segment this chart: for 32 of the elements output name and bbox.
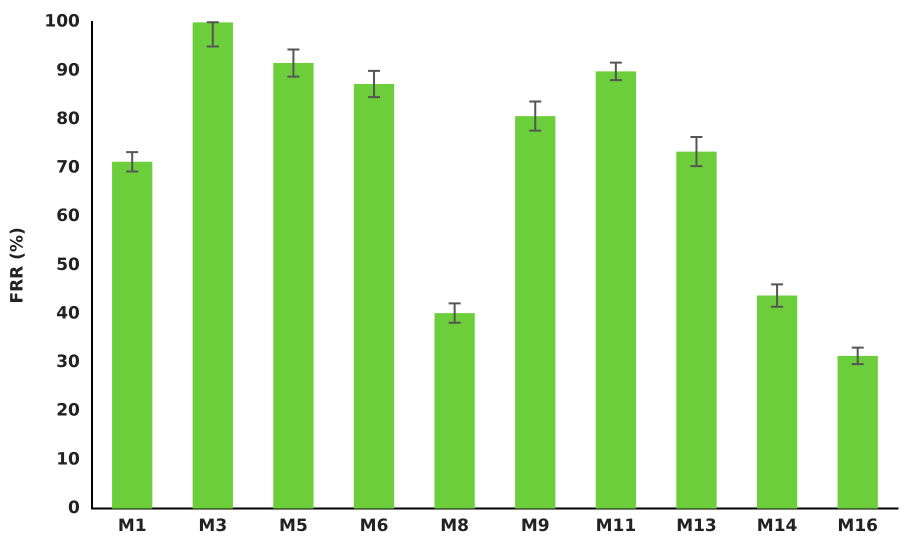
y-tick-label: 60 bbox=[56, 206, 80, 226]
bar bbox=[434, 313, 475, 509]
bar bbox=[838, 356, 878, 509]
x-tick-label: M8 bbox=[440, 516, 470, 536]
y-axis-title: FRR (%) bbox=[8, 227, 28, 304]
bar bbox=[112, 162, 152, 509]
y-tick-label: 80 bbox=[56, 108, 80, 129]
bar bbox=[515, 116, 556, 509]
y-tick-label: 90 bbox=[56, 60, 80, 80]
y-tick-label: 50 bbox=[56, 254, 80, 275]
x-tick-label: M16 bbox=[837, 516, 878, 536]
y-tick-label: 0 bbox=[68, 498, 80, 518]
bar bbox=[596, 71, 636, 509]
y-tick-label: 70 bbox=[56, 158, 80, 178]
x-tick-label: M6 bbox=[360, 516, 388, 536]
y-tick-label: 40 bbox=[56, 303, 80, 324]
y-tick-label: 30 bbox=[56, 352, 80, 372]
x-tick-label: M3 bbox=[198, 516, 228, 536]
x-tick-label: M11 bbox=[596, 516, 636, 536]
y-tick-label: 10 bbox=[56, 449, 80, 470]
bar bbox=[756, 296, 798, 509]
x-tick-label: M9 bbox=[520, 516, 550, 536]
y-tick-label: 20 bbox=[56, 400, 80, 421]
x-tick-label: M1 bbox=[118, 516, 147, 536]
x-tick-label: M13 bbox=[676, 516, 717, 536]
bar bbox=[192, 22, 233, 509]
bar bbox=[354, 84, 394, 509]
y-tick-label: 100 bbox=[44, 12, 80, 32]
x-tick-label: M5 bbox=[279, 516, 308, 536]
x-tick-label: M14 bbox=[756, 516, 798, 536]
bar bbox=[273, 63, 314, 509]
bar bbox=[676, 152, 717, 509]
